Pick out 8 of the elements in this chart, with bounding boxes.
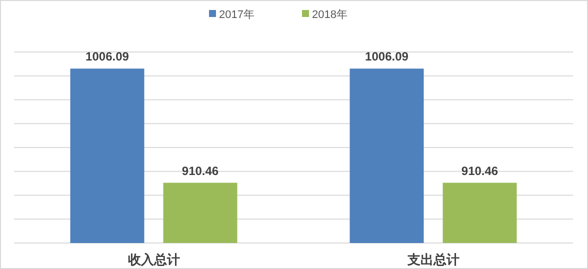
legend-label: 2017年 <box>219 9 254 21</box>
data-label: 910.46 <box>461 164 498 178</box>
legend-label: 2018年 <box>312 9 348 21</box>
data-label: 1006.09 <box>365 50 409 64</box>
x-tick-label: 收入总计 <box>128 252 180 267</box>
data-label: 910.46 <box>182 164 219 178</box>
data-label: 1006.09 <box>86 50 130 64</box>
x-tick-label: 支出总计 <box>406 252 460 267</box>
